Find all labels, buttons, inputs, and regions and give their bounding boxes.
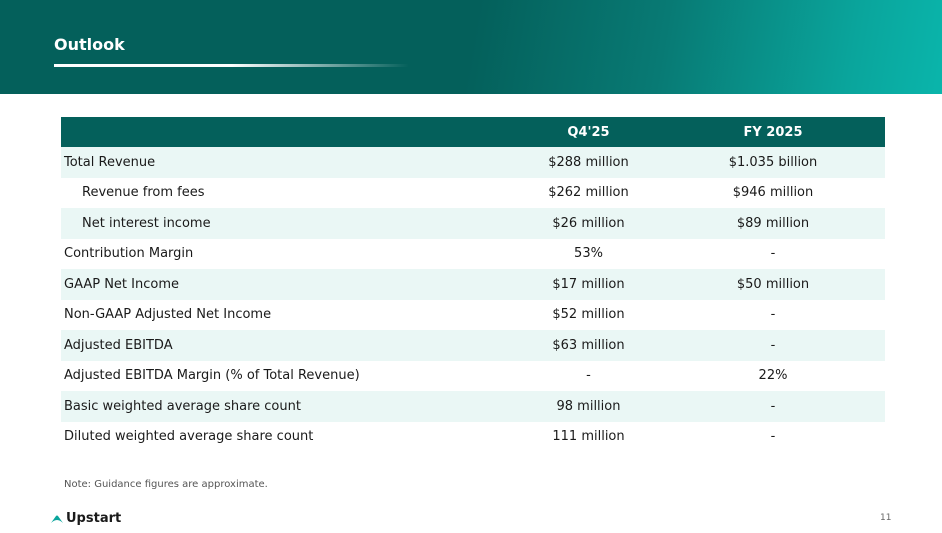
row-fy-value: $946 million — [732, 185, 814, 201]
table-row: Basic weighted average share count 98 mil… — [61, 391, 885, 422]
row-q4-value: $17 million — [516, 269, 661, 300]
row-fy-value: - — [770, 307, 776, 323]
upstart-logo-icon — [51, 515, 63, 523]
row-label: Total Revenue — [61, 147, 516, 178]
brand-name: Upstart — [66, 511, 122, 526]
upstart-logo: Upstart — [50, 511, 121, 526]
table-row: GAAP Net Income $17 million $50 million — [61, 269, 885, 300]
outlook-table: Q4'25 FY 2025 Total Revenue $288 million $… — [61, 117, 885, 452]
page-number: 11 — [880, 513, 892, 523]
row-label: Adjusted EBITDA — [61, 330, 516, 361]
table-row: Diluted weighted average share count 111 … — [61, 422, 885, 453]
footnote: Note: Guidance figures are approximate. — [64, 479, 268, 490]
header-fy: FY 2025 — [661, 117, 885, 147]
row-fy-value: $1.035 billion — [661, 147, 885, 178]
table-row: Total Revenue $288 million $1.035 billion — [61, 147, 885, 178]
row-fy-value: 22% — [758, 368, 788, 384]
row-fy-value: - — [661, 330, 885, 361]
row-fy-value: - — [770, 246, 776, 262]
row-q4-value: 111 million — [552, 429, 625, 445]
row-q4-value: $63 million — [516, 330, 661, 361]
table-row: Adjusted EBITDA Margin (% of Total Reven… — [61, 361, 885, 392]
table-header-row: Q4'25 FY 2025 — [61, 117, 885, 147]
row-q4-value: $26 million — [516, 208, 661, 239]
row-fy-value: $50 million — [661, 269, 885, 300]
table-row: Non-GAAP Adjusted Net Income $52 million - — [61, 300, 885, 331]
row-label: Net interest income — [61, 208, 516, 239]
row-label: Non-GAAP Adjusted Net Income — [64, 307, 272, 323]
table-row: Revenue from fees $262 million $946 millio… — [61, 178, 885, 209]
row-q4-value: - — [586, 368, 591, 384]
row-q4-value: $288 million — [516, 147, 661, 178]
row-q4-value: $262 million — [548, 185, 629, 201]
table-row: Contribution Margin 53% - — [61, 239, 885, 270]
row-label: Contribution Margin — [64, 246, 194, 262]
row-q4-value: $52 million — [552, 307, 625, 323]
table-row: Net interest income $26 million $89 millio… — [61, 208, 885, 239]
row-fy-value: - — [770, 429, 776, 445]
row-q4-value: 98 million — [516, 391, 661, 422]
row-fy-value: $89 million — [661, 208, 885, 239]
header-label — [61, 117, 516, 147]
page-title: Outlook — [54, 35, 125, 54]
row-label: Diluted weighted average share count — [64, 429, 314, 445]
header-banner — [0, 0, 942, 94]
row-fy-value: - — [661, 391, 885, 422]
row-label: GAAP Net Income — [61, 269, 516, 300]
row-label: Basic weighted average share count — [61, 391, 516, 422]
row-q4-value: 53% — [574, 246, 603, 262]
title-underline — [54, 64, 409, 67]
row-label: Adjusted EBITDA Margin (% of Total Reven… — [64, 368, 360, 384]
table-row: Adjusted EBITDA $63 million - — [61, 330, 885, 361]
row-label: Revenue from fees — [82, 185, 205, 201]
header-q4: Q4'25 — [516, 117, 661, 147]
